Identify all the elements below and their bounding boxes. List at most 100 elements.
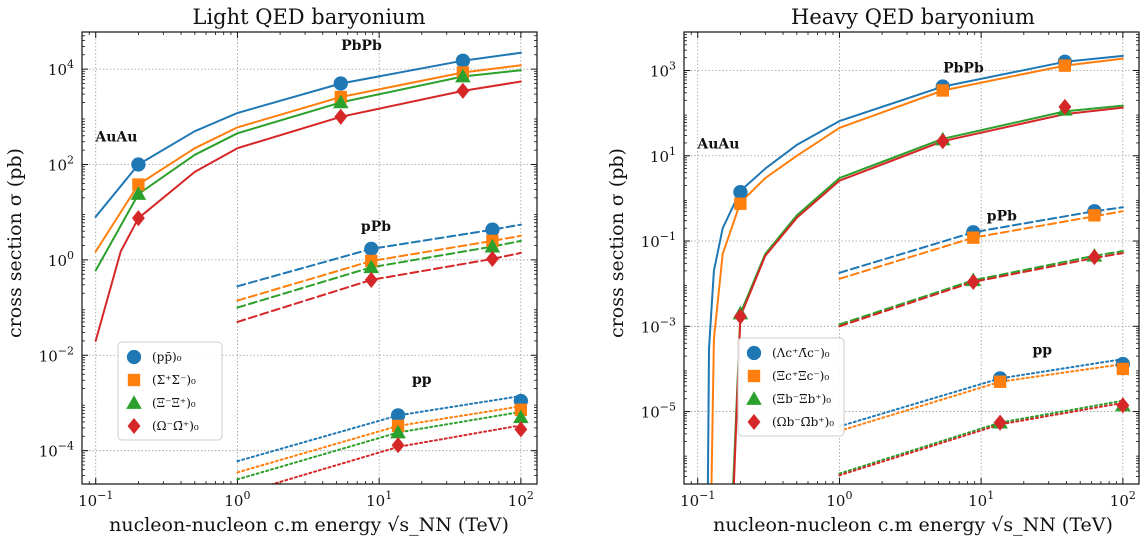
legend-marker	[127, 417, 141, 435]
x-axis-label: nucleon-nucleon c.m energy √s_NN (TeV)	[713, 514, 1113, 536]
x-tick-label: 102	[508, 489, 534, 510]
data-point-triangle	[484, 238, 501, 253]
legend: (pp̄)₀ (Σ⁺Σ⁻)₀ (Ξ⁻Ξ̄⁺)₀ (Ω⁻Ω̄⁺)₀	[117, 341, 223, 441]
legend-label: (Λc⁺Λ̄c⁻)₀	[772, 346, 830, 360]
y-tick-exponent: −1	[660, 230, 676, 243]
chart-title: Heavy QED baryonium	[791, 5, 1035, 29]
data-point-triangle	[390, 424, 406, 439]
series-line-dashed-0	[838, 206, 1124, 274]
data-point-square	[1116, 362, 1130, 376]
series-line-dashed-1	[838, 210, 1124, 280]
data-point-square	[1088, 209, 1101, 222]
data-point-triangle	[332, 94, 349, 109]
x-tick-exponent: 2	[1129, 489, 1136, 502]
y-tick-label: 10−5	[641, 401, 676, 422]
data-point-square	[734, 197, 747, 210]
data-point-diamond	[334, 108, 348, 125]
y-tick-label: 10−3	[641, 315, 676, 336]
series-line-solid-0	[706, 54, 1124, 484]
x-tick-exponent: 1	[385, 489, 392, 502]
y-tick-exponent: −2	[58, 344, 74, 357]
y-tick-label: 10−2	[39, 344, 74, 365]
y-tick-exponent: 0	[67, 249, 74, 262]
data-point-triangle	[130, 186, 147, 200]
y-tick-exponent: −5	[660, 401, 676, 414]
data-point-triangle	[513, 409, 529, 424]
y-tick-exponent: 1	[669, 145, 676, 158]
data-point-diamond	[485, 250, 499, 267]
data-point-circle	[364, 241, 379, 257]
legend-label: (Ξc⁺Ξ̄c⁻)₀	[772, 369, 829, 383]
y-tick-exponent: −3	[660, 315, 676, 328]
y-tick-label: 100	[48, 249, 74, 270]
data-point-circle	[390, 408, 406, 423]
plot-area	[94, 51, 529, 484]
x-tick-exponent: 2	[527, 489, 534, 502]
right-panel-heavy-qed: Heavy QED baryonium cross section σ (pb)…	[606, 5, 1140, 536]
data-point-diamond	[993, 414, 1007, 431]
plot-frame	[683, 31, 1140, 485]
series-line-solid-3	[94, 80, 522, 342]
legend-marker	[126, 395, 142, 409]
system-annotation: AuAu	[94, 130, 137, 146]
x-tick-exponent: 1	[987, 489, 994, 502]
x-tick-exponent: −1	[699, 489, 715, 502]
y-tick-exponent: −4	[58, 440, 74, 453]
data-point-diamond	[364, 271, 378, 288]
data-point-diamond	[1058, 98, 1072, 115]
system-annotation: PbPb	[943, 60, 984, 76]
data-point-circle	[485, 222, 500, 237]
legend: (Λc⁺Λ̄c⁻)₀ (Ξc⁺Ξ̄c⁻)₀ (Ξb⁻Ξ̄b⁺)₀ (Ωb⁻Ω̄b⁺)₀	[737, 337, 845, 437]
data-point-circle	[455, 53, 471, 68]
legend-label: (Ω⁻Ω̄⁺)₀	[152, 419, 199, 433]
series-line-dashed-3	[838, 252, 1124, 328]
left-panel-light-qed: Light QED baryonium cross section σ (pb)…	[4, 5, 538, 536]
x-tick-label: 101	[366, 489, 392, 510]
legend-marker	[746, 391, 762, 405]
x-tick-label: 10−1	[78, 489, 113, 510]
system-annotation: pPb	[361, 219, 391, 235]
data-point-diamond	[391, 437, 405, 454]
system-annotation: pPb	[987, 209, 1017, 225]
data-point-circle	[333, 76, 348, 91]
y-tick-exponent: 2	[67, 154, 74, 167]
data-point-diamond	[514, 421, 528, 438]
series-line-dotted-2	[838, 399, 1124, 475]
data-point-diamond	[936, 133, 950, 150]
series-line-solid-2	[732, 104, 1124, 484]
data-point-circle	[733, 185, 748, 200]
legend-label: (Ωb⁻Ω̄b⁺)₀	[772, 415, 834, 429]
series-line-dotted-3	[838, 401, 1124, 477]
x-axis-label: nucleon-nucleon c.m energy √s_NN (TeV)	[109, 514, 509, 536]
system-annotation: pp	[1032, 342, 1052, 358]
legend-marker	[747, 413, 761, 431]
y-axis-label: cross section σ (pb)	[4, 148, 26, 338]
x-tick-label: 102	[1110, 489, 1136, 510]
y-tick-label: 104	[48, 58, 74, 79]
plot-area	[706, 54, 1131, 484]
system-annotation: PbPb	[341, 38, 382, 54]
y-tick-label: 103	[650, 60, 676, 81]
y-tick-label: 101	[650, 145, 676, 166]
legend-marker	[127, 373, 141, 387]
data-point-diamond	[966, 273, 980, 290]
y-tick-exponent: 4	[67, 58, 74, 71]
x-tick-exponent: 0	[243, 489, 250, 502]
y-axis-label: cross section σ (pb)	[606, 148, 628, 338]
series-line-dashed-0	[236, 223, 522, 288]
legend-marker	[746, 345, 762, 361]
data-point-triangle	[363, 259, 380, 274]
legend-label: (pp̄)₀	[152, 350, 182, 364]
x-tick-exponent: 0	[845, 489, 852, 502]
x-tick-label: 100	[224, 489, 250, 510]
series-line-dashed-2	[838, 250, 1124, 326]
x-tick-label: 100	[826, 489, 852, 510]
legend-label: (Ξ⁻Ξ̄⁺)₀	[152, 396, 196, 410]
series-line-dashed-1	[236, 234, 522, 302]
data-point-square	[132, 178, 145, 191]
data-point-circle	[131, 157, 146, 172]
system-annotation: AuAu	[696, 136, 739, 152]
x-tick-label: 101	[968, 489, 994, 510]
y-tick-label: 102	[48, 154, 74, 175]
